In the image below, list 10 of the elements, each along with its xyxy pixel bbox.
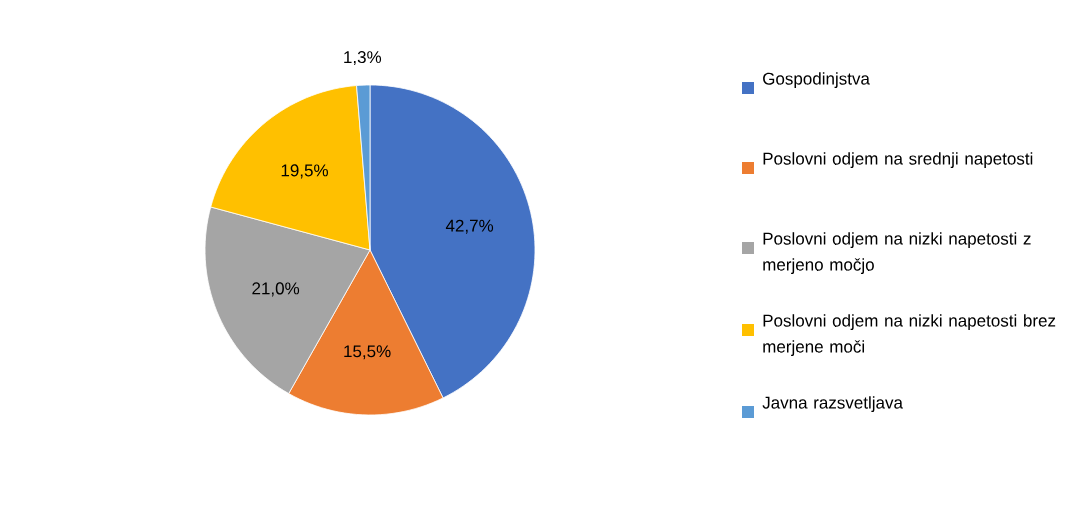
- legend-label: Poslovni odjem na srednji napetosti: [763, 152, 1033, 169]
- legend-label: Poslovni odjem na nizki napetosti z merjeno močjo: [763, 232, 1031, 275]
- legend-label: Gospodinjstva: [763, 72, 870, 89]
- data-label: 21,0%: [252, 282, 300, 297]
- legend-label: Javna razsvetljava: [762, 396, 903, 413]
- legend-label: Poslovni odjem na nizki napetosti brez merjene moči: [763, 314, 1056, 357]
- data-label: 19,5%: [281, 164, 328, 179]
- data-label: 42,7%: [445, 219, 494, 234]
- data-label: 1,3%: [344, 51, 382, 66]
- data-label: 15,5%: [344, 345, 391, 360]
